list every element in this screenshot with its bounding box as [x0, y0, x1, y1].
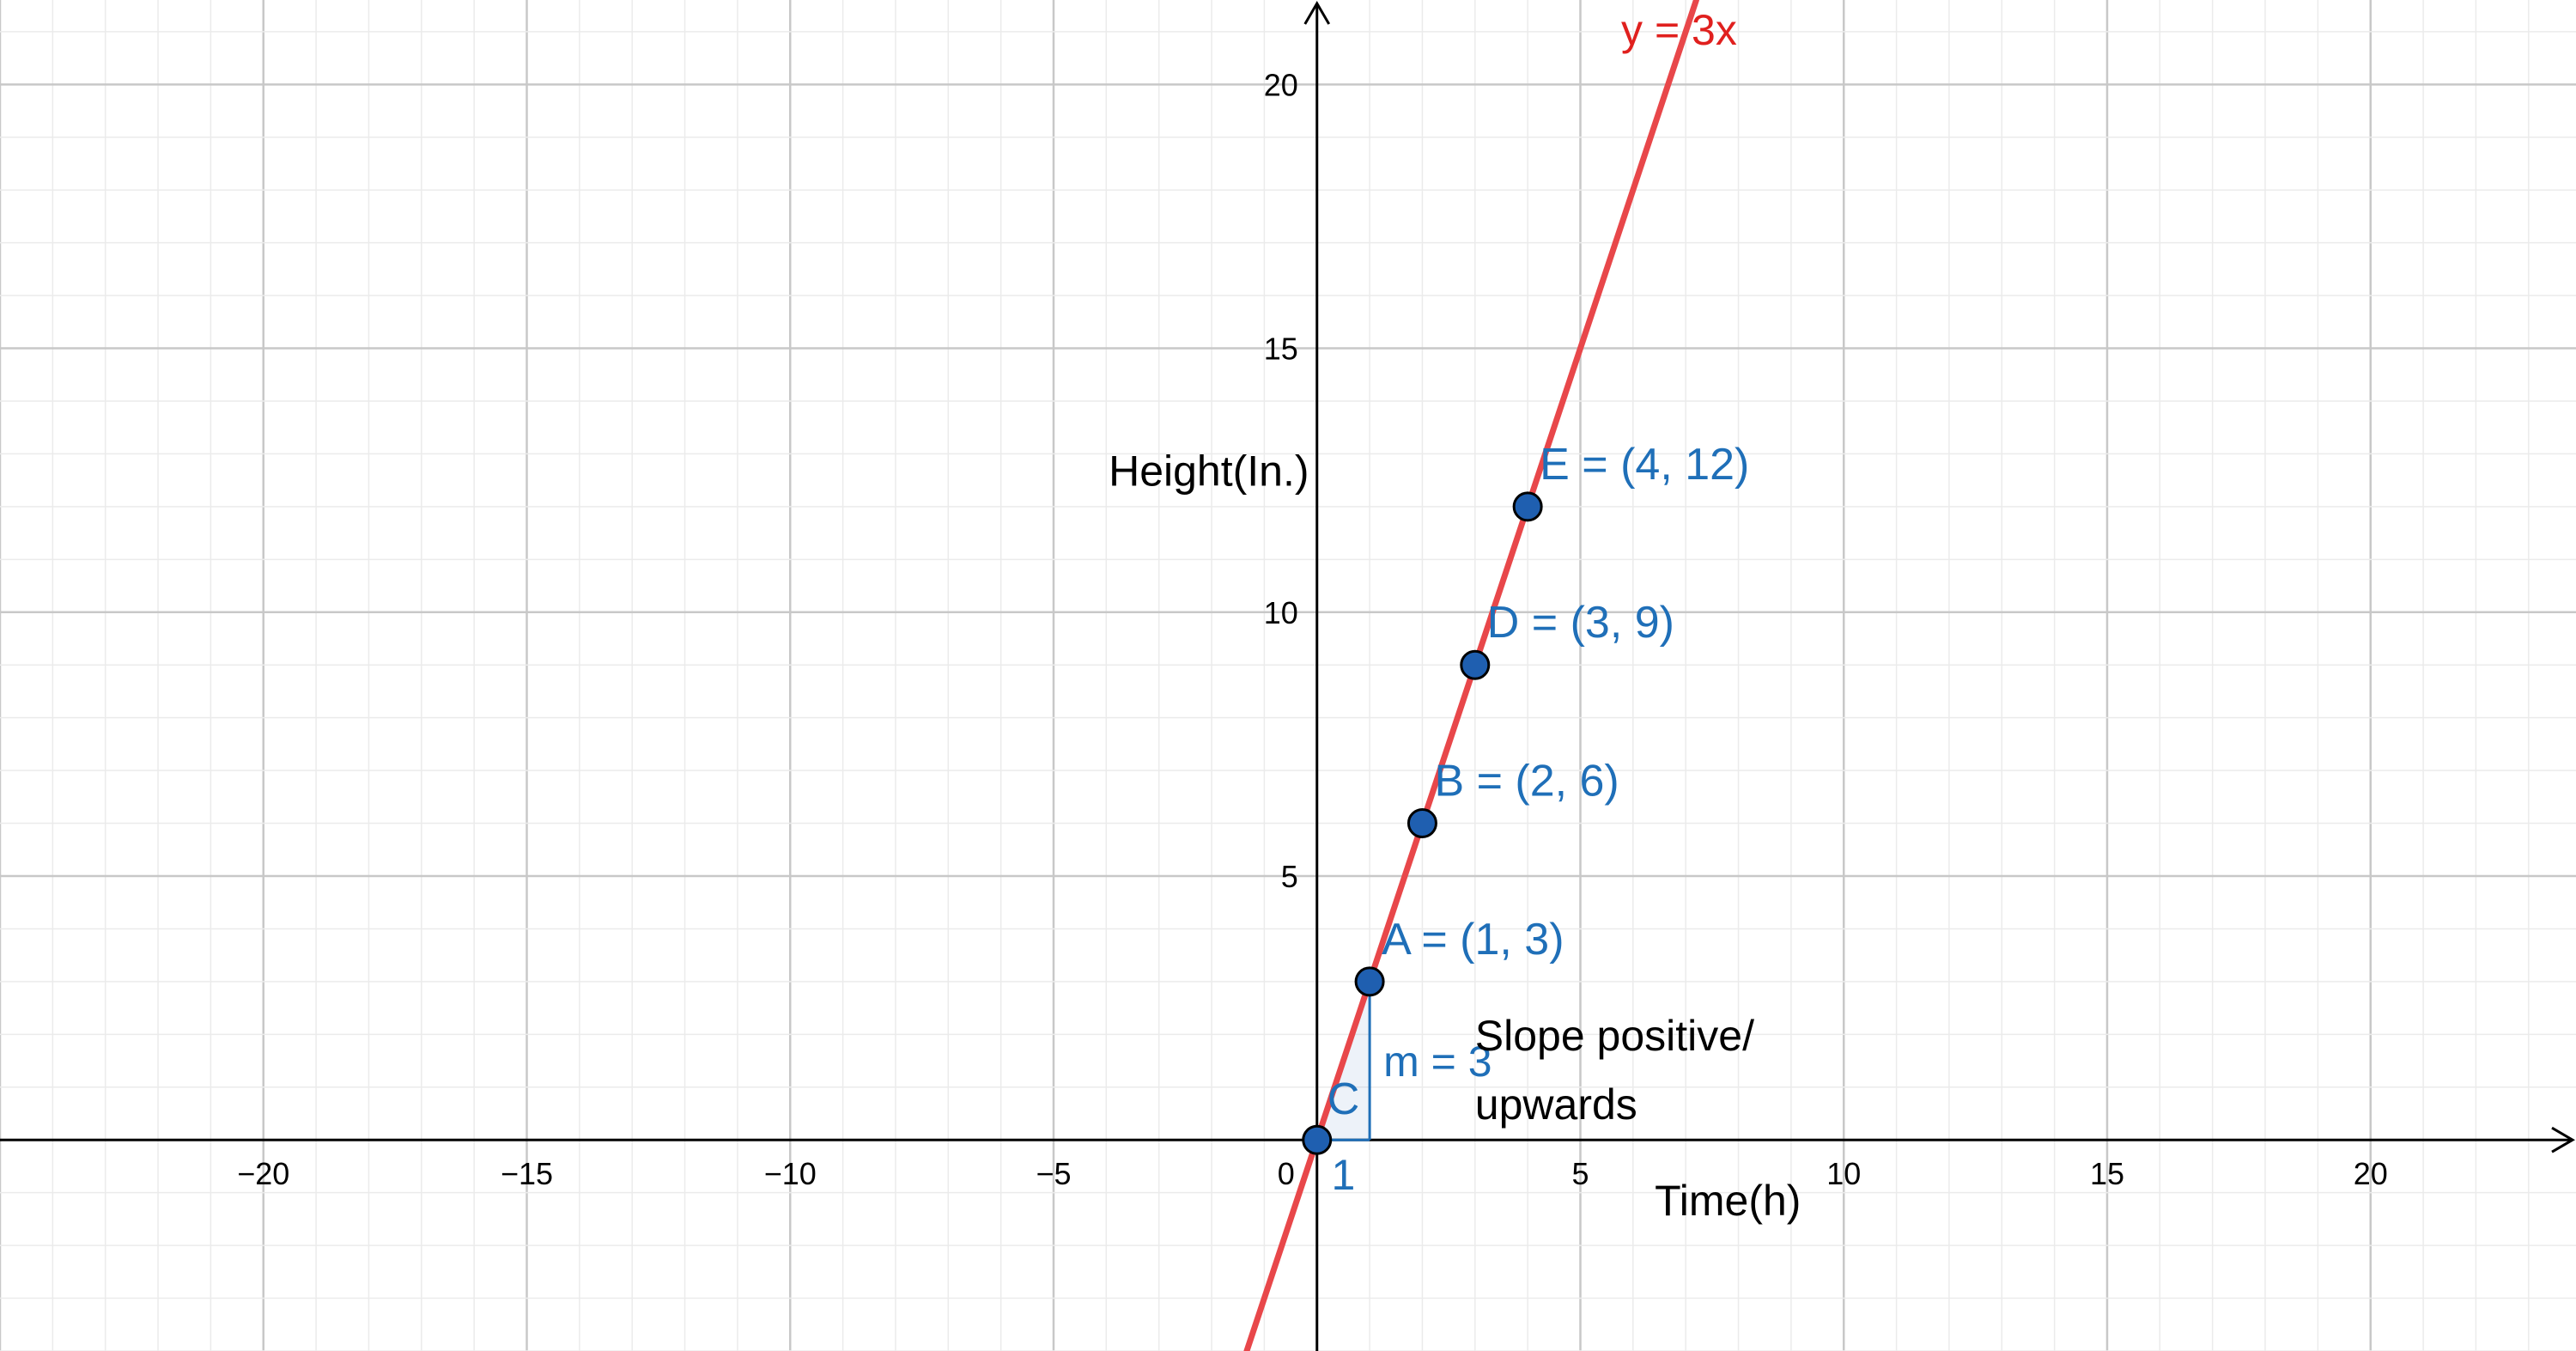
- point-c: [1302, 1124, 1333, 1155]
- slope-run-label: 1: [1332, 1151, 1356, 1199]
- y-tick-label: 5: [1281, 859, 1298, 894]
- x-tick-label: 0: [1278, 1156, 1295, 1191]
- data-points: A = (1, 3) B = (2, 6) C D = (3, 9) E = (4, 1…: [1302, 440, 1749, 1155]
- x-tick-label: −15: [501, 1156, 553, 1191]
- y-axis-title: Height(In.): [1109, 447, 1309, 495]
- point-e-label: E = (4, 12): [1540, 440, 1749, 490]
- point-e: [1512, 491, 1543, 522]
- point-d-label: D = (3, 9): [1487, 598, 1674, 648]
- x-tick-label: −10: [764, 1156, 817, 1191]
- point-d: [1460, 649, 1491, 680]
- point-b: [1406, 808, 1437, 839]
- x-tick-label: 15: [2090, 1156, 2124, 1191]
- x-tick-label: 20: [2354, 1156, 2388, 1191]
- x-tick-label: −5: [1036, 1156, 1071, 1191]
- y-tick-label: 20: [1264, 67, 1298, 102]
- slope-annotation-line-1: Slope positive/: [1475, 1012, 1754, 1060]
- y-axis-arrow-icon: [1303, 1, 1331, 25]
- line-equation-label: y = 3x: [1621, 6, 1737, 54]
- x-axis-title: Time(h): [1655, 1177, 1801, 1225]
- x-tick-label: 10: [1826, 1156, 1861, 1191]
- point-c-label: C: [1327, 1074, 1360, 1124]
- point-a-label: A = (1, 3): [1382, 915, 1564, 965]
- x-axis-arrow-icon: [2551, 1126, 2575, 1153]
- x-tick-label: 5: [1571, 1156, 1589, 1191]
- slope-annotation: Slope positive/ upwards: [1475, 1012, 1766, 1129]
- slope-annotation-line-2: upwards: [1475, 1080, 1637, 1129]
- y-tick-label: 15: [1264, 332, 1298, 367]
- point-a: [1354, 966, 1385, 997]
- tick-labels: −20 −15 −10 −5 0 5 10 15 20 5 10 15 20: [237, 67, 2388, 1191]
- slope-rise-label: m = 3: [1383, 1038, 1492, 1086]
- point-b-label: B = (2, 6): [1434, 757, 1619, 806]
- y-tick-label: 10: [1264, 595, 1298, 630]
- x-tick-label: −20: [237, 1156, 289, 1191]
